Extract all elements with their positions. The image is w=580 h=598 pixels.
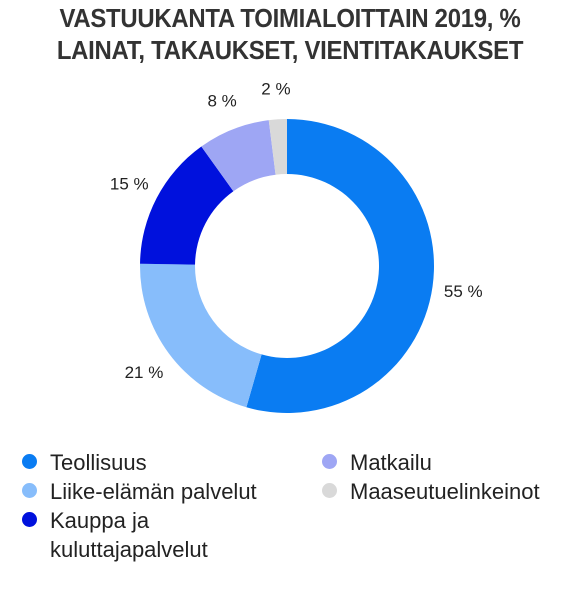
legend-label-matkailu: Matkailu	[350, 450, 432, 475]
legend-swatch-teollisuus	[22, 454, 37, 469]
legend-swatch-liike-elaman-palvelut	[22, 483, 37, 498]
slice-label-kauppa-ja-kuluttajapalvelut: 15 %	[110, 174, 149, 193]
slice-maaseutuelinkeinot	[268, 119, 287, 175]
legend-label-liike-elaman-palvelut: Liike-elämän palvelut	[50, 479, 257, 504]
legend-label-kuluttajapalvelut: kuluttajapalvelut	[50, 537, 208, 562]
legend-swatch-kauppa-ja-kuluttajapalvelut	[22, 512, 37, 527]
legend-label-maaseutuelinkeinot: Maaseutuelinkeinot	[350, 479, 540, 504]
legend-item-maaseutuelinkeinot: Maaseutuelinkeinot	[322, 477, 540, 506]
legend-label-kauppa-ja: Kauppa ja	[50, 508, 150, 533]
legend-swatch-maaseutuelinkeinot	[322, 483, 337, 498]
legend-item-kauppa-ja-kuluttajapalvelut: Kauppa ja kuluttajapalvelut	[22, 506, 257, 564]
legend-column-right: Matkailu Maaseutuelinkeinot	[322, 448, 540, 506]
chart-title: VASTUUKANTA TOIMIALOITTAIN 2019, % LAINA…	[23, 2, 557, 66]
donut-chart: 55 % 21 % 15 % 8 % 2 %	[110, 79, 483, 413]
chart-title-line-2: LAINAT, TAKAUKSET, VIENTITAKAUKSET	[56, 35, 524, 65]
legend-column-left: Teollisuus Liike-elämän palvelut Kauppa …	[22, 448, 257, 564]
slice-kauppa-ja-kuluttajapalvelut	[140, 146, 234, 265]
slice-teollisuus	[246, 119, 434, 413]
slice-label-teollisuus: 55 %	[444, 282, 483, 301]
legend-item-matkailu: Matkailu	[322, 448, 540, 477]
slice-label-maaseutuelinkeinot: 2 %	[261, 79, 290, 98]
slice-label-liike-elaman-palvelut: 21 %	[125, 363, 164, 382]
slice-label-matkailu: 8 %	[207, 91, 236, 110]
legend-label-teollisuus: Teollisuus	[50, 450, 147, 475]
slice-liike-elaman-palvelut	[139, 263, 262, 408]
legend-item-teollisuus: Teollisuus	[22, 448, 257, 477]
legend-swatch-matkailu	[322, 454, 337, 469]
slice-matkailu	[201, 120, 276, 192]
chart-title-line-1: VASTUUKANTA TOIMIALOITTAIN 2019, %	[59, 3, 521, 33]
legend-item-liike-elaman-palvelut: Liike-elämän palvelut	[22, 477, 257, 506]
